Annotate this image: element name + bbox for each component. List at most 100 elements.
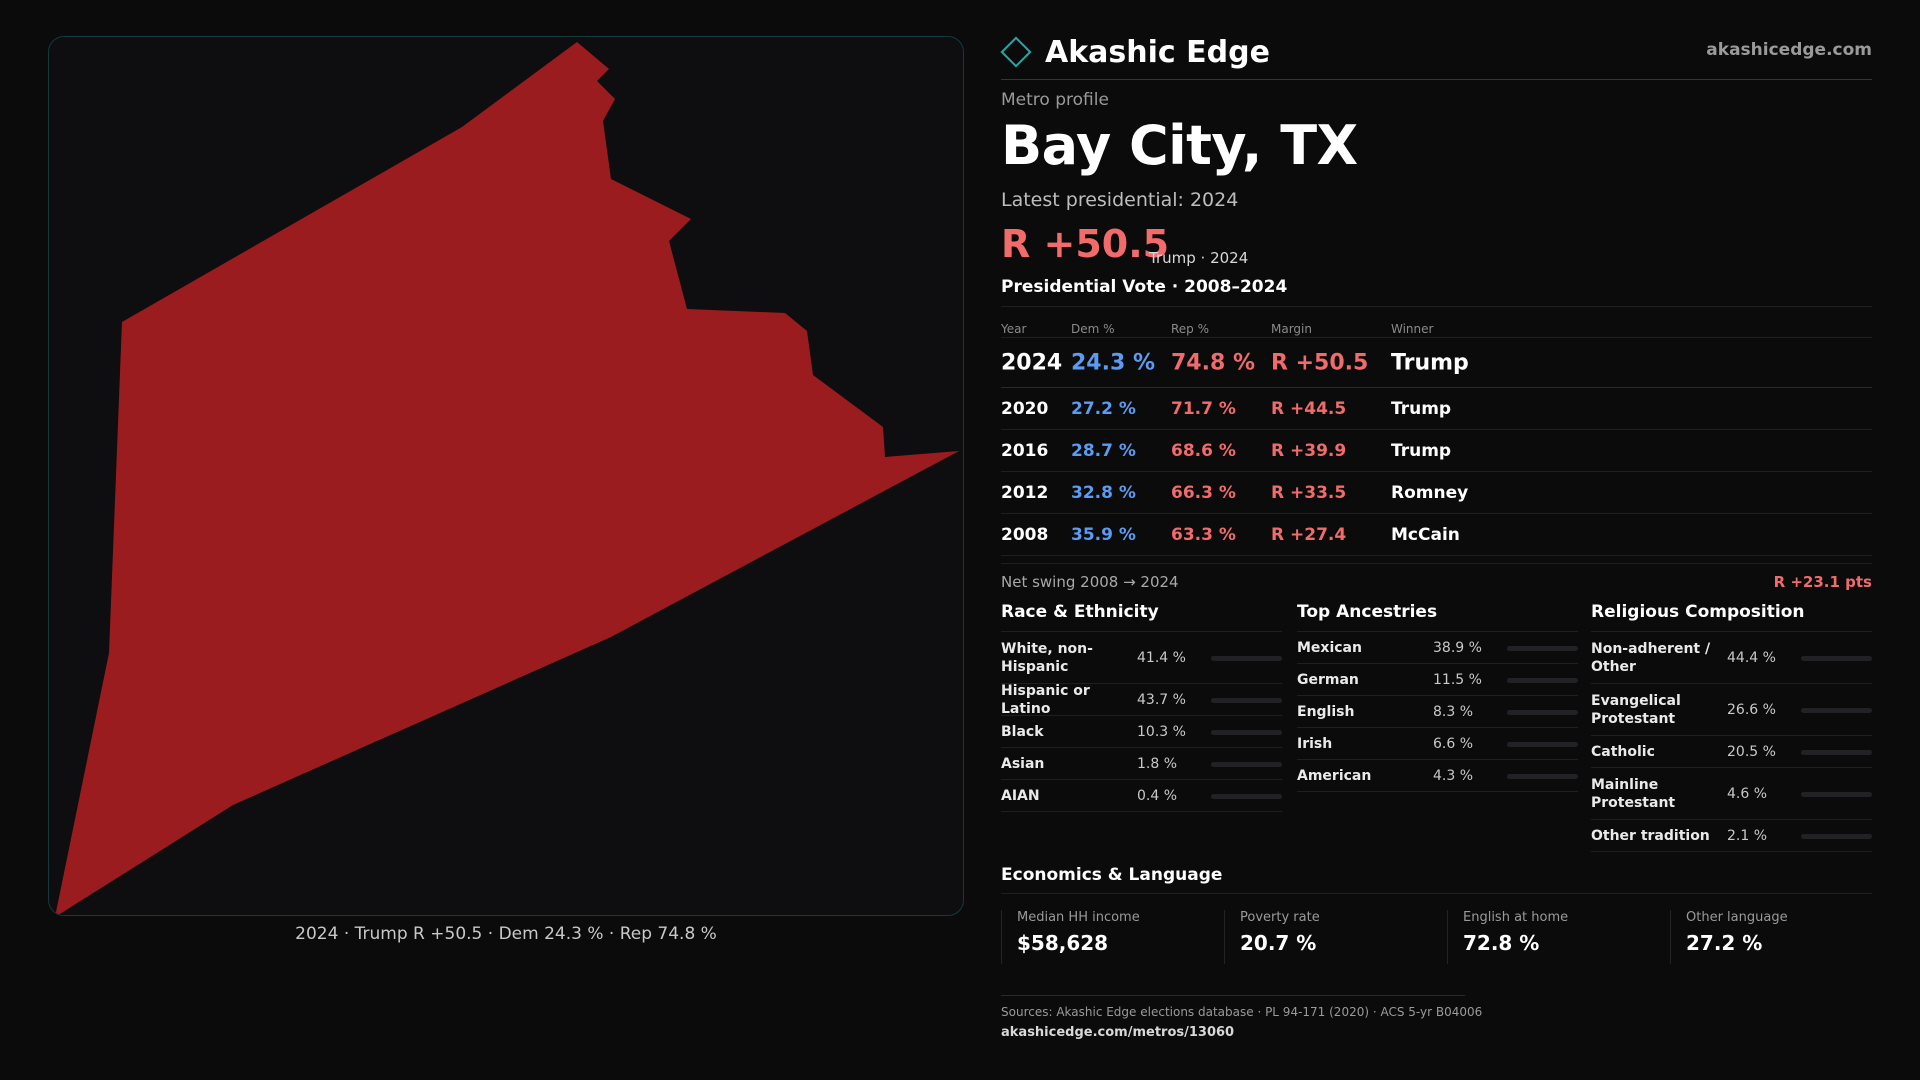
item-pct: 43.7 % (1137, 691, 1186, 708)
econ-value: $58,628 (1017, 931, 1109, 955)
item-bar (1211, 793, 1282, 799)
econ-label: English at home (1463, 910, 1569, 925)
econ-card: Median HH income $58,628 (1001, 910, 1219, 964)
row-rep: 63.3 % (1171, 524, 1236, 545)
header-divider (1001, 79, 1872, 80)
row-margin: R +50.5 (1271, 350, 1369, 375)
item-pct: 2.1 % (1727, 827, 1768, 844)
row-winner: McCain (1391, 524, 1460, 545)
item-label: German (1297, 671, 1359, 688)
econ-value: 27.2 % (1686, 931, 1763, 955)
item-pct: 38.9 % (1433, 639, 1482, 656)
footer-url-link[interactable]: akashicedge.com/metros/13060 (1001, 1025, 1235, 1040)
item-pct: 1.8 % (1137, 755, 1178, 772)
religion-title: Religious Composition (1591, 602, 1872, 632)
list-item: Mainline Protestant 4.6 % (1591, 768, 1872, 820)
list-item: Black 10.3 % (1001, 716, 1282, 748)
brand-url-link[interactable]: akashicedge.com (1706, 40, 1872, 60)
county-map (48, 36, 964, 916)
row-dem: 28.7 % (1071, 440, 1136, 461)
item-label: Other tradition (1591, 827, 1710, 844)
table-row: 2024 24.3 % 74.8 % R +50.5 Trump (1001, 338, 1872, 388)
item-bar (1801, 749, 1872, 755)
item-label: Asian (1001, 755, 1045, 772)
item-bar (1507, 645, 1578, 651)
econ-label: Median HH income (1017, 910, 1140, 925)
vote-table-header: Year Dem % Rep % Margin Winner (1001, 306, 1872, 338)
row-dem: 24.3 % (1071, 350, 1155, 375)
row-year: 2024 (1001, 350, 1063, 375)
item-label: English (1297, 703, 1355, 720)
item-pct: 26.6 % (1727, 701, 1776, 718)
religion-section: Religious Composition Non-adherent / Oth… (1591, 602, 1872, 852)
item-bar (1801, 707, 1872, 713)
list-item: American 4.3 % (1297, 760, 1578, 792)
row-year: 2016 (1001, 440, 1049, 461)
ancestry-section: Top Ancestries Mexican 38.9 % German 11.… (1297, 602, 1578, 792)
list-item: Hispanic or Latino 43.7 % (1001, 682, 1282, 717)
row-winner: Trump (1391, 350, 1469, 375)
vote-table: Year Dem % Rep % Margin Winner 2024 24.3… (1001, 306, 1872, 556)
item-label: American (1297, 767, 1372, 784)
item-pct: 4.6 % (1727, 785, 1768, 802)
item-pct: 10.3 % (1137, 723, 1186, 740)
item-pct: 6.6 % (1433, 735, 1474, 752)
row-winner: Trump (1391, 440, 1452, 461)
headline-margin: R +50.5 (1001, 222, 1170, 266)
diamond-logo-icon (1000, 36, 1032, 68)
row-margin: R +44.5 (1271, 398, 1347, 419)
race-title: Race & Ethnicity (1001, 602, 1282, 632)
item-pct: 41.4 % (1137, 649, 1186, 666)
list-item: Evangelical Protestant 26.6 % (1591, 684, 1872, 736)
list-item: German 11.5 % (1297, 664, 1578, 696)
econ-divider (1001, 893, 1872, 894)
list-item: Other tradition 2.1 % (1591, 820, 1872, 852)
row-year: 2008 (1001, 524, 1049, 545)
header-rep: Rep % (1171, 322, 1210, 336)
swing-label: Net swing 2008 → 2024 (1001, 573, 1179, 591)
item-bar (1801, 791, 1872, 797)
item-label: Evangelical Protestant (1591, 692, 1681, 727)
profile-panel: Akashic Edge akashicedge.com Metro profi… (1000, 0, 1872, 1080)
item-label: Non-adherent / Other (1591, 640, 1711, 675)
item-pct: 11.5 % (1433, 671, 1482, 688)
econ-card: English at home 72.8 % (1447, 910, 1665, 964)
list-item: White, non-Hispanic 41.4 % (1001, 632, 1282, 684)
swing-divider (1001, 563, 1872, 564)
item-bar (1801, 655, 1872, 661)
list-item: Catholic 20.5 % (1591, 736, 1872, 768)
item-label: Mainline Protestant (1591, 776, 1676, 811)
page-kicker: Metro profile (1001, 90, 1109, 110)
item-label: AIAN (1001, 787, 1040, 804)
econ-card: Other language 27.2 % (1670, 910, 1888, 964)
item-bar (1211, 761, 1282, 767)
item-bar (1801, 833, 1872, 839)
headline-margin-sub: Trump · 2024 (1149, 249, 1249, 267)
row-rep: 68.6 % (1171, 440, 1236, 461)
list-item: AIAN 0.4 % (1001, 780, 1282, 812)
table-row: 2016 28.7 % 68.6 % R +39.9 Trump (1001, 430, 1872, 472)
ancestry-title: Top Ancestries (1297, 602, 1578, 632)
item-label: Black (1001, 723, 1044, 740)
row-rep: 71.7 % (1171, 398, 1236, 419)
row-winner: Trump (1391, 398, 1452, 419)
econ-value: 20.7 % (1240, 931, 1317, 955)
list-item: Mexican 38.9 % (1297, 632, 1578, 664)
item-bar (1211, 697, 1282, 703)
row-winner: Romney (1391, 482, 1469, 503)
row-margin: R +33.5 (1271, 482, 1347, 503)
item-pct: 4.3 % (1433, 767, 1474, 784)
item-label: Mexican (1297, 639, 1362, 656)
item-label: Hispanic or Latino (1001, 682, 1090, 717)
page-title: Bay City, TX (1001, 114, 1358, 177)
econ-label: Other language (1686, 910, 1788, 925)
county-shape-svg (55, 42, 959, 915)
item-label: Irish (1297, 735, 1333, 752)
county-shape (55, 42, 959, 915)
item-bar (1507, 773, 1578, 779)
list-item: English 8.3 % (1297, 696, 1578, 728)
item-pct: 0.4 % (1137, 787, 1178, 804)
item-label: Catholic (1591, 743, 1655, 760)
econ-label: Poverty rate (1240, 910, 1320, 925)
vote-table-title: Presidential Vote · 2008–2024 (1001, 277, 1288, 297)
